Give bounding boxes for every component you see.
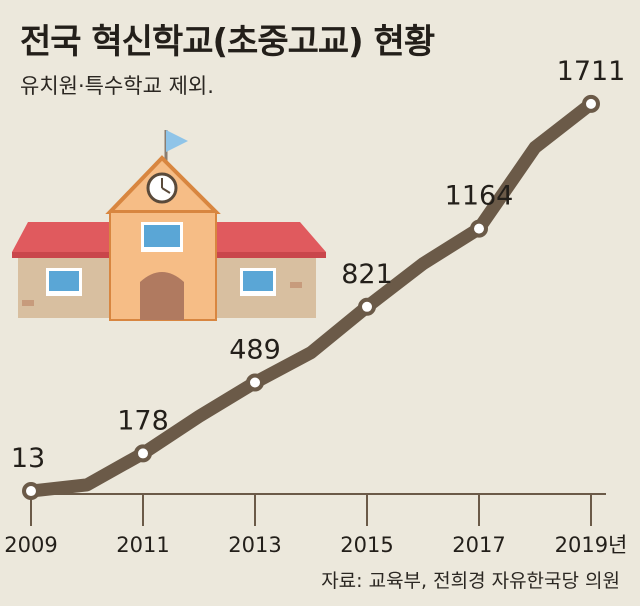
school-illustration — [12, 130, 326, 321]
school-left-wing — [12, 222, 112, 318]
data-point — [246, 373, 264, 392]
x-tick-label: 2013 — [228, 533, 281, 557]
x-tick-label: 2017 — [452, 533, 505, 557]
x-axis-ticks — [30, 494, 592, 526]
data-point — [358, 297, 376, 316]
data-point — [470, 219, 488, 238]
x-tick-label: 2015 — [340, 533, 393, 557]
data-point — [22, 482, 40, 501]
flag-icon — [166, 130, 188, 152]
x-tick-label: 2019년 — [555, 533, 628, 557]
data-point — [582, 94, 600, 113]
source-note: 자료: 교육부, 전희경 자유한국당 의원 — [321, 570, 620, 592]
data-label: 821 — [341, 259, 393, 290]
chart-title: 전국 혁신학교(초중고교) 현황 — [20, 22, 435, 62]
school-tower — [105, 130, 221, 321]
x-tick-label: 2011 — [116, 533, 169, 557]
data-label: 1164 — [445, 181, 514, 212]
data-label: 13 — [11, 443, 45, 474]
data-label: 489 — [229, 335, 281, 366]
data-label: 178 — [117, 405, 169, 436]
data-point — [134, 444, 152, 463]
series-line — [24, 97, 598, 498]
school-right-wing — [216, 222, 326, 318]
x-tick-label: 2009 — [4, 533, 57, 557]
data-labels: 13 178 489 821 1164 1711 — [11, 56, 626, 474]
data-label: 1711 — [557, 56, 626, 87]
data-markers — [22, 94, 600, 501]
chart-subtitle: 유치원·특수학교 제외. — [20, 74, 214, 98]
x-axis-tick-labels: 2009 2011 2013 2015 2017 2019년 — [4, 533, 627, 557]
